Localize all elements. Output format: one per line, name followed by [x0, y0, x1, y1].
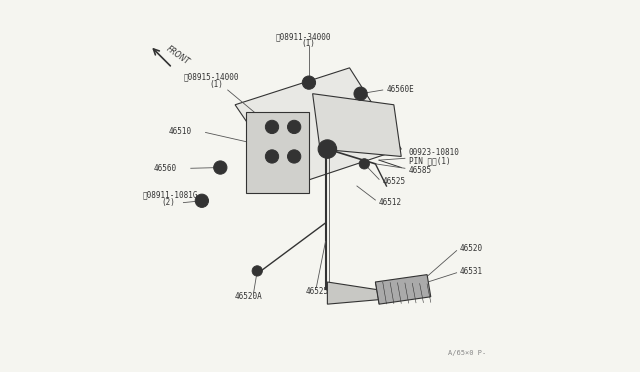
Text: FRONT: FRONT	[165, 44, 191, 66]
Polygon shape	[312, 94, 401, 157]
Circle shape	[195, 194, 209, 208]
Circle shape	[323, 145, 332, 154]
Text: 46531: 46531	[460, 267, 483, 276]
Circle shape	[269, 124, 275, 130]
Polygon shape	[235, 68, 401, 186]
Text: 46510: 46510	[168, 127, 192, 136]
Text: 46512: 46512	[379, 198, 402, 207]
Circle shape	[306, 80, 312, 86]
Text: 46560E: 46560E	[387, 85, 414, 94]
Text: ⓝ08911-1081G: ⓝ08911-1081G	[143, 191, 198, 200]
Text: 46520: 46520	[460, 244, 483, 253]
Text: 46520A: 46520A	[235, 292, 263, 301]
Circle shape	[252, 266, 262, 276]
Text: (1): (1)	[301, 39, 316, 48]
Text: 46525: 46525	[383, 177, 406, 186]
Circle shape	[354, 87, 367, 100]
Text: A/65×0 P-: A/65×0 P-	[448, 350, 486, 356]
Circle shape	[359, 159, 369, 169]
Polygon shape	[328, 278, 424, 304]
Text: 46560: 46560	[154, 164, 177, 173]
Text: PIN ピン(1): PIN ピン(1)	[408, 156, 450, 166]
Circle shape	[266, 150, 278, 163]
Text: 46525: 46525	[305, 287, 328, 296]
Text: ⓝ08911-34000: ⓝ08911-34000	[276, 32, 331, 41]
Circle shape	[218, 164, 223, 170]
Circle shape	[269, 154, 275, 160]
Circle shape	[291, 154, 297, 160]
Circle shape	[302, 76, 316, 89]
Text: (2): (2)	[161, 198, 175, 207]
Polygon shape	[246, 112, 309, 193]
Circle shape	[358, 91, 364, 97]
Circle shape	[291, 124, 297, 130]
Text: ⓝ08915-14000: ⓝ08915-14000	[184, 73, 239, 81]
Text: (1): (1)	[209, 80, 223, 89]
Polygon shape	[376, 275, 431, 304]
Circle shape	[199, 198, 205, 204]
Circle shape	[318, 140, 337, 158]
Circle shape	[214, 161, 227, 174]
Text: 46585: 46585	[408, 166, 432, 175]
Text: 00923-10810: 00923-10810	[408, 148, 460, 157]
Circle shape	[287, 150, 301, 163]
Circle shape	[287, 120, 301, 134]
Circle shape	[266, 120, 278, 134]
